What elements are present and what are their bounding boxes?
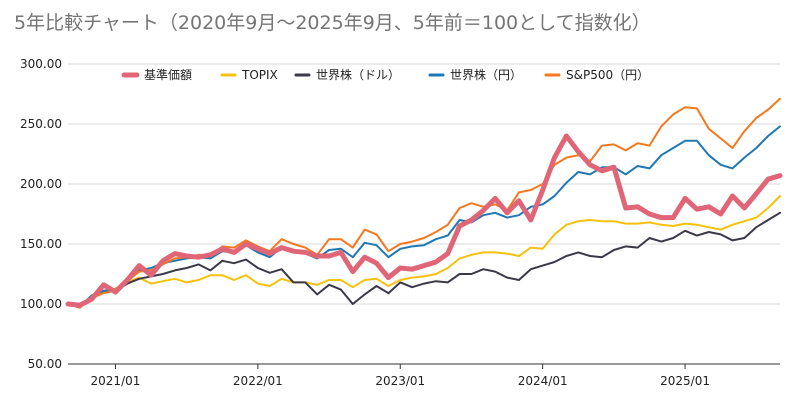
legend-label: 世界株（円） (450, 67, 522, 82)
axis-layer: 50.00 100.00 150.00 200.00 250.00 300.00 2021/… (20, 57, 710, 388)
grid-layer (68, 63, 780, 365)
y-tick-label: 300.00 (20, 57, 62, 71)
y-tick-label: 100.00 (20, 297, 62, 311)
y-tick-label: 200.00 (20, 177, 62, 191)
x-tick-label: 2024/01 (518, 374, 568, 388)
series-line-1 (67, 195, 781, 308)
legend-label: 基準価額 (144, 67, 192, 82)
series-line-2 (67, 211, 781, 309)
legend: 基準価額 TOPIX 世界株（ドル） 世界株（円） S&P500（円） (121, 67, 649, 82)
legend-label: TOPIX (241, 68, 278, 82)
series-layer (65, 97, 783, 309)
x-tick-label: 2023/01 (375, 374, 425, 388)
legend-label: 世界株（ドル） (316, 67, 400, 82)
legend-label: S&P500（円） (566, 68, 649, 82)
x-tick-label: 2021/01 (91, 374, 141, 388)
series-line-0 (65, 133, 783, 308)
y-tick-label: 250.00 (20, 117, 62, 131)
legend-item: 世界株（円） (428, 67, 522, 82)
y-tick-label: 150.00 (20, 237, 62, 251)
legend-item: 世界株（ドル） (294, 67, 400, 82)
chart-title: 5年比較チャート（2020年9月～2025年9月、5年前＝100として指数化） (14, 12, 651, 34)
x-tick-label: 2025/01 (660, 374, 710, 388)
legend-item: 基準価額 (121, 67, 192, 82)
legend-item: S&P500（円） (544, 68, 649, 82)
legend-item: TOPIX (220, 68, 278, 82)
x-tick-label: 2022/01 (233, 374, 283, 388)
y-tick-label: 50.00 (28, 357, 62, 371)
